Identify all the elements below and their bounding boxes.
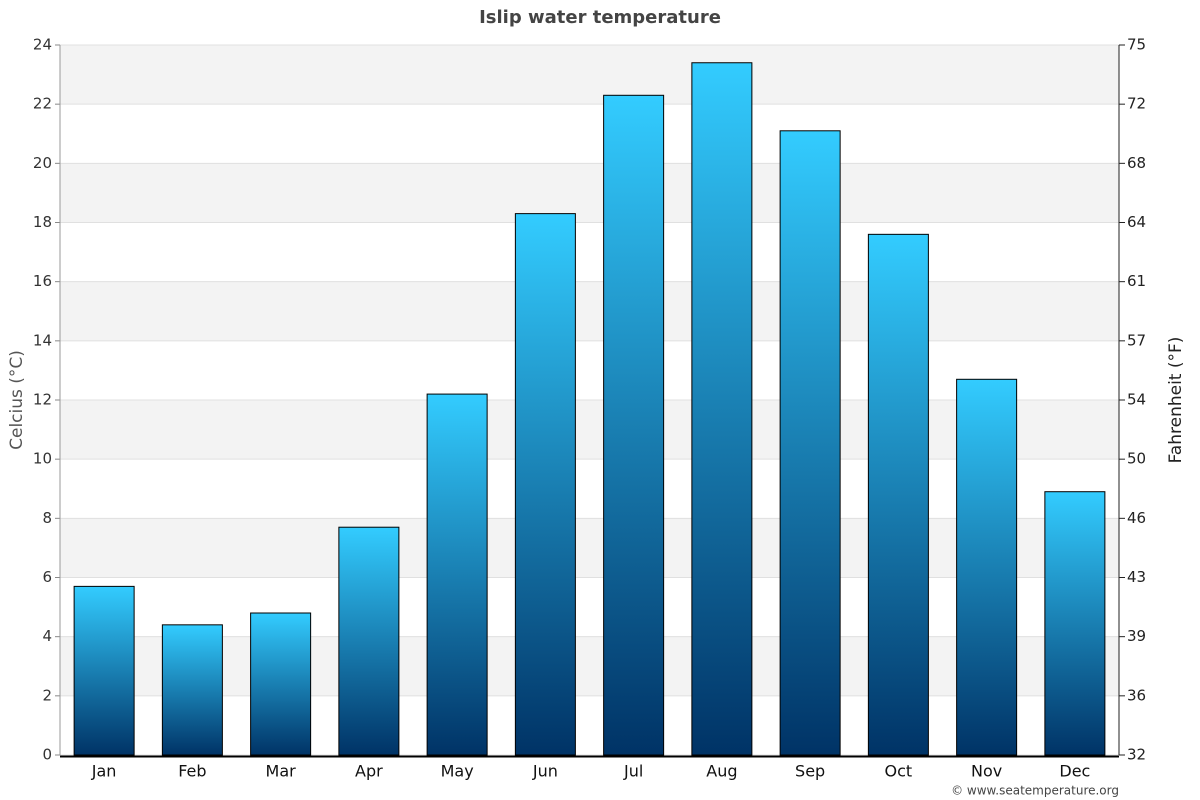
x-tick-label: Jan	[91, 762, 117, 781]
bar	[603, 94, 665, 756]
y2-tick-label: 46	[1127, 509, 1146, 527]
y-tick-label: 0	[42, 746, 52, 764]
x-tick-label: Dec	[1059, 762, 1090, 781]
bar	[514, 213, 576, 756]
bar	[426, 393, 488, 756]
y-tick-label: 4	[42, 627, 52, 645]
x-tick-label: Aug	[706, 762, 737, 781]
credit: © www.seatemperature.org	[951, 784, 1119, 798]
y2-tick-label: 68	[1127, 154, 1146, 172]
grid-band	[60, 45, 1119, 105]
chart-title: Islip water temperature	[479, 7, 721, 28]
x-tick-label: Feb	[178, 762, 206, 781]
x-tick-label: May	[441, 762, 474, 781]
bar	[867, 233, 929, 756]
grid-band	[60, 400, 1119, 460]
y2-tick-label: 43	[1127, 568, 1146, 586]
grid-band	[60, 518, 1119, 578]
x-tick-label: Mar	[266, 762, 297, 781]
y2-tick-label: 64	[1127, 213, 1146, 231]
y-tick-label: 8	[42, 509, 52, 527]
y-tick-label: 14	[33, 331, 52, 349]
y2-tick-label: 54	[1127, 391, 1146, 409]
y-tick-label: 16	[33, 272, 52, 290]
y2-tick-label: 50	[1127, 450, 1146, 468]
bar	[338, 526, 400, 756]
y2-tick-label: 39	[1127, 627, 1146, 645]
x-tick-label: Nov	[971, 762, 1002, 781]
y2-tick-label: 72	[1127, 95, 1146, 113]
y-tick-label: 20	[33, 154, 52, 172]
y-tick-label: 24	[33, 36, 52, 54]
y-axis-title: Celcius (°C)	[7, 350, 27, 450]
grid-band	[60, 281, 1119, 341]
x-tick-label: Sep	[795, 762, 825, 781]
x-tick-label: Jul	[623, 762, 643, 781]
bar	[956, 378, 1018, 756]
y2-tick-label: 32	[1127, 746, 1146, 764]
bar	[73, 585, 135, 756]
grid-band	[60, 636, 1119, 696]
y2-axis-title: Fahrenheit (°F)	[1166, 337, 1186, 464]
x-tick-label: Oct	[885, 762, 913, 781]
x-tick-label: Apr	[355, 762, 383, 781]
grid-band	[60, 163, 1119, 223]
y2-tick-label: 75	[1127, 36, 1146, 54]
y2-tick-label: 57	[1127, 331, 1146, 349]
bar	[161, 624, 223, 756]
y-tick-label: 2	[42, 686, 52, 704]
y2-tick-label: 61	[1127, 272, 1146, 290]
y-tick-label: 22	[33, 95, 52, 113]
y-tick-label: 12	[33, 391, 52, 409]
y2-tick-label: 36	[1127, 686, 1146, 704]
bar	[691, 62, 753, 756]
y-tick-label: 6	[42, 568, 52, 586]
bar	[250, 612, 312, 756]
y-tick-label: 18	[33, 213, 52, 231]
y-tick-label: 10	[33, 450, 52, 468]
bar	[1044, 491, 1106, 756]
x-tick-label: Jun	[532, 762, 558, 781]
bar	[779, 130, 841, 756]
